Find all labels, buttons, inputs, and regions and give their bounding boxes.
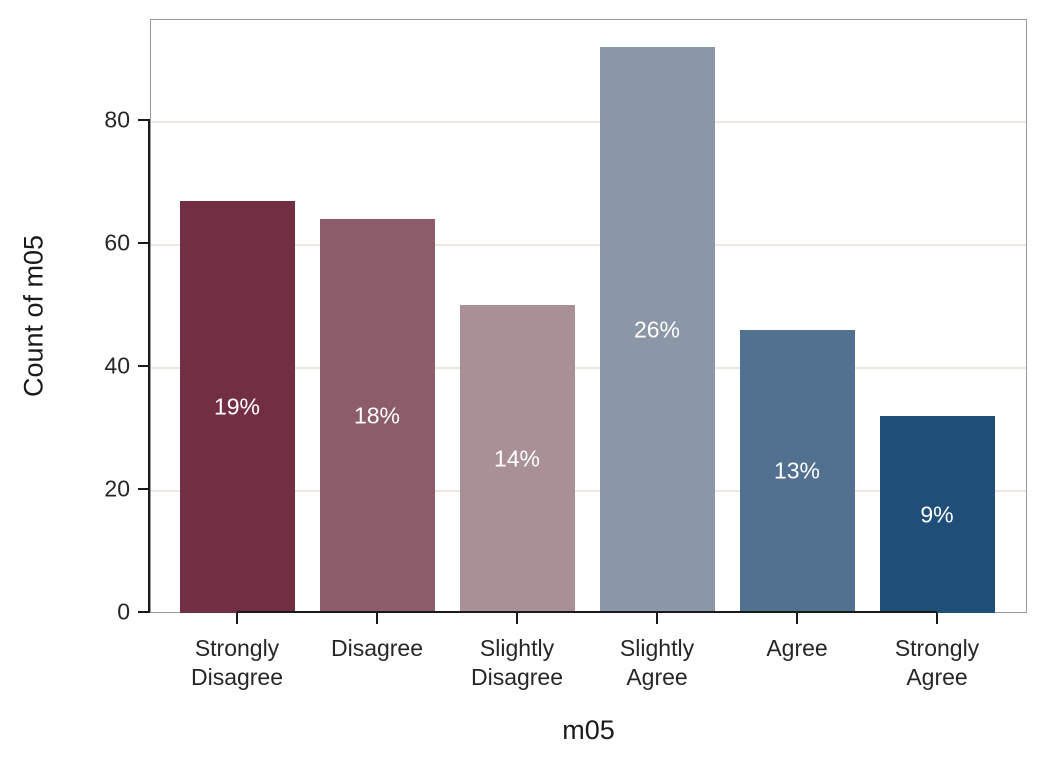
x-axis-tick bbox=[376, 613, 378, 624]
y-axis-tick bbox=[138, 487, 150, 490]
bar-slightly-disagree bbox=[459, 305, 575, 613]
y-gridline bbox=[151, 243, 1026, 246]
x-tick-label: Agree bbox=[766, 635, 828, 661]
x-tick-label: Strongly Agree bbox=[894, 635, 980, 690]
bar-disagree bbox=[319, 219, 435, 613]
x-axis-line bbox=[237, 611, 937, 613]
x-tick-label: Slightly Disagree bbox=[470, 635, 564, 690]
x-tick-label: Slightly Agree bbox=[619, 635, 695, 690]
y-axis-tick bbox=[138, 364, 150, 367]
bar-percent-label: 14% bbox=[493, 445, 541, 472]
bar-strongly-disagree bbox=[179, 200, 295, 613]
y-gridline bbox=[151, 120, 1026, 123]
y-tick-label: 40 bbox=[104, 352, 130, 379]
y-tick-label: 60 bbox=[104, 229, 130, 256]
x-axis-tick bbox=[796, 613, 798, 624]
x-axis-tick bbox=[936, 613, 938, 624]
x-tick-label: Disagree bbox=[330, 635, 424, 661]
y-axis-tick bbox=[138, 118, 150, 121]
bar-percent-label: 13% bbox=[773, 457, 821, 484]
bar-agree bbox=[739, 329, 855, 613]
bar-strongly-agree bbox=[879, 416, 995, 613]
y-tick-label: 0 bbox=[117, 598, 130, 625]
y-axis-title: Count of m05 bbox=[18, 234, 49, 398]
x-axis-tick bbox=[656, 613, 658, 624]
plot-panel bbox=[150, 19, 1027, 613]
x-axis-title: m05 bbox=[562, 715, 615, 745]
x-axis-tick bbox=[516, 613, 518, 624]
y-axis-tick bbox=[138, 241, 150, 244]
y-tick-label: 20 bbox=[104, 475, 130, 502]
y-gridline bbox=[151, 489, 1026, 492]
bar-slightly-agree bbox=[599, 46, 715, 613]
y-tick-label: 80 bbox=[104, 106, 130, 133]
x-axis-tick bbox=[236, 613, 238, 624]
bar-percent-label: 19% bbox=[213, 393, 261, 420]
bar-percent-label: 26% bbox=[633, 316, 681, 343]
x-tick-label: Strongly Disagree bbox=[190, 635, 284, 690]
bar-percent-label: 18% bbox=[353, 402, 401, 429]
bar-percent-label: 9% bbox=[920, 501, 954, 527]
y-axis-tick bbox=[138, 611, 150, 613]
y-gridline bbox=[151, 366, 1026, 369]
